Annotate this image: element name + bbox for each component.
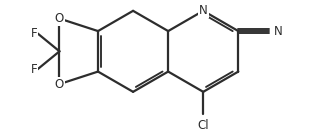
Text: N: N	[199, 4, 208, 17]
Text: N: N	[273, 25, 282, 38]
Text: N: N	[199, 4, 208, 17]
Text: F: F	[31, 27, 37, 40]
Text: O: O	[55, 78, 64, 91]
Text: F: F	[31, 63, 37, 76]
Text: O: O	[55, 12, 64, 25]
Text: Cl: Cl	[198, 119, 209, 132]
